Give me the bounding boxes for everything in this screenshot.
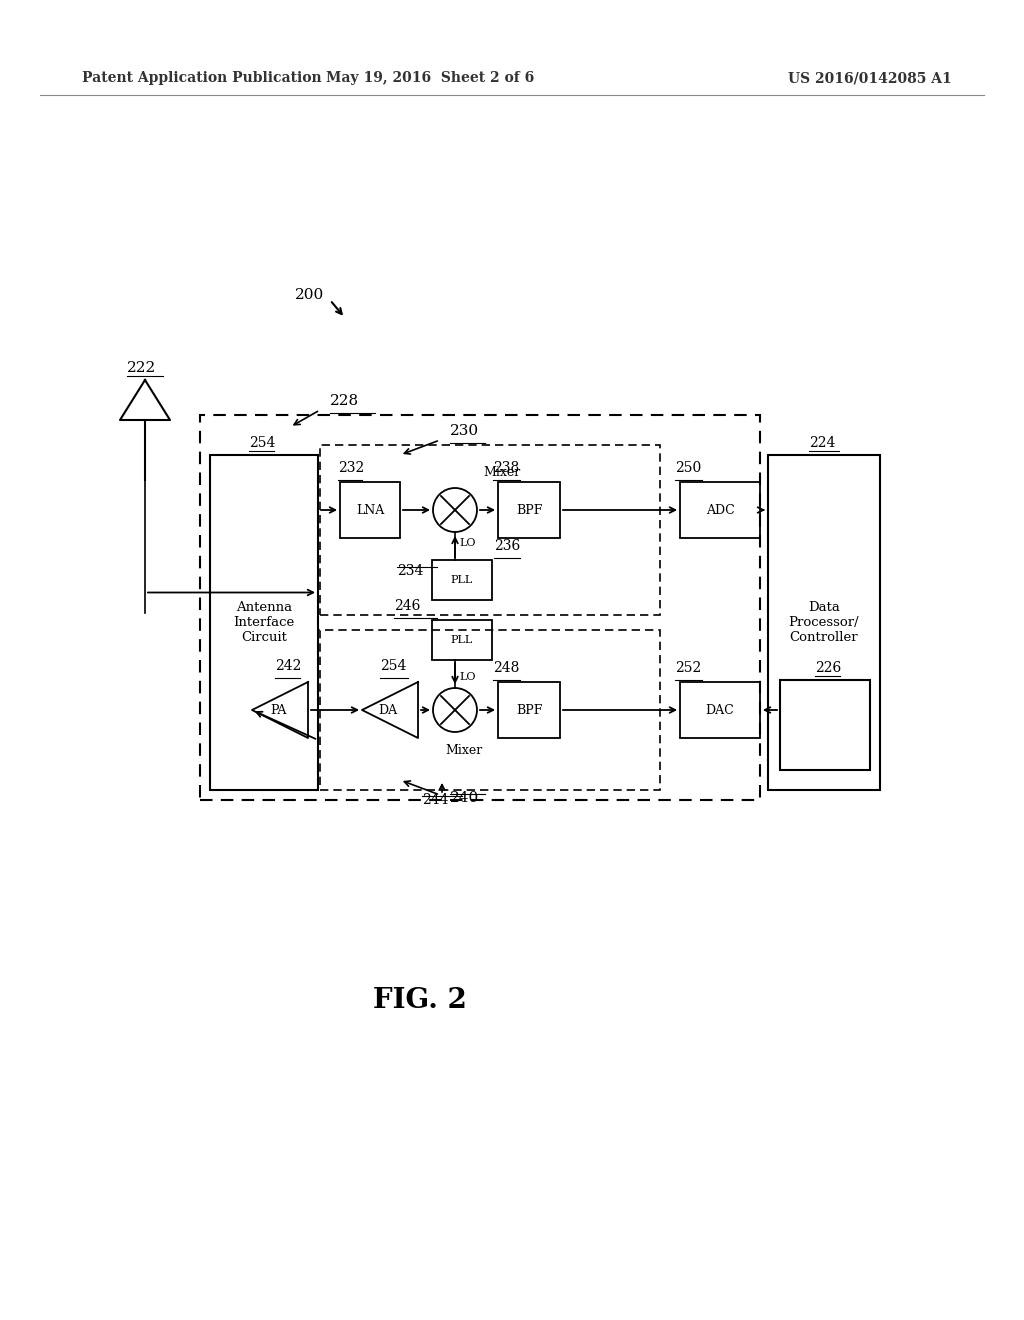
Text: 244: 244 bbox=[422, 793, 449, 807]
Text: 240: 240 bbox=[450, 791, 479, 805]
Text: 230: 230 bbox=[450, 424, 479, 438]
Text: 252: 252 bbox=[675, 661, 701, 675]
Text: 248: 248 bbox=[493, 661, 519, 675]
Text: Patent Application Publication: Patent Application Publication bbox=[82, 71, 322, 84]
Text: 226: 226 bbox=[815, 661, 842, 675]
Text: LO: LO bbox=[459, 539, 475, 548]
Text: 254: 254 bbox=[249, 436, 275, 450]
Text: DA: DA bbox=[379, 704, 397, 717]
Text: 238: 238 bbox=[493, 461, 519, 475]
Text: 250: 250 bbox=[675, 461, 701, 475]
Text: LO: LO bbox=[459, 672, 475, 682]
Text: 200: 200 bbox=[295, 288, 325, 302]
Text: PLL: PLL bbox=[451, 576, 473, 585]
Text: 228: 228 bbox=[330, 393, 359, 408]
Text: PA: PA bbox=[269, 704, 286, 717]
Text: 234: 234 bbox=[397, 564, 423, 578]
Text: PLL: PLL bbox=[451, 635, 473, 645]
Text: 254: 254 bbox=[380, 659, 407, 673]
Text: BPF: BPF bbox=[516, 704, 542, 717]
Text: 246: 246 bbox=[394, 599, 421, 612]
Text: May 19, 2016  Sheet 2 of 6: May 19, 2016 Sheet 2 of 6 bbox=[326, 71, 535, 84]
Text: Mixer: Mixer bbox=[483, 466, 520, 479]
Text: 236: 236 bbox=[494, 539, 520, 553]
Text: 242: 242 bbox=[275, 659, 301, 673]
Text: DAC: DAC bbox=[706, 704, 734, 717]
Text: LNA: LNA bbox=[356, 503, 384, 516]
Text: Antenna
Interface
Circuit: Antenna Interface Circuit bbox=[233, 601, 295, 644]
Text: Data
Processor/
Controller: Data Processor/ Controller bbox=[788, 601, 859, 644]
Text: US 2016/0142085 A1: US 2016/0142085 A1 bbox=[788, 71, 952, 84]
Text: Mixer: Mixer bbox=[445, 743, 482, 756]
Text: ADC: ADC bbox=[706, 503, 734, 516]
Text: FIG. 2: FIG. 2 bbox=[373, 986, 467, 1014]
Text: 232: 232 bbox=[338, 461, 365, 475]
Text: BPF: BPF bbox=[516, 503, 542, 516]
Text: 222: 222 bbox=[127, 360, 157, 375]
Text: 224: 224 bbox=[809, 436, 836, 450]
